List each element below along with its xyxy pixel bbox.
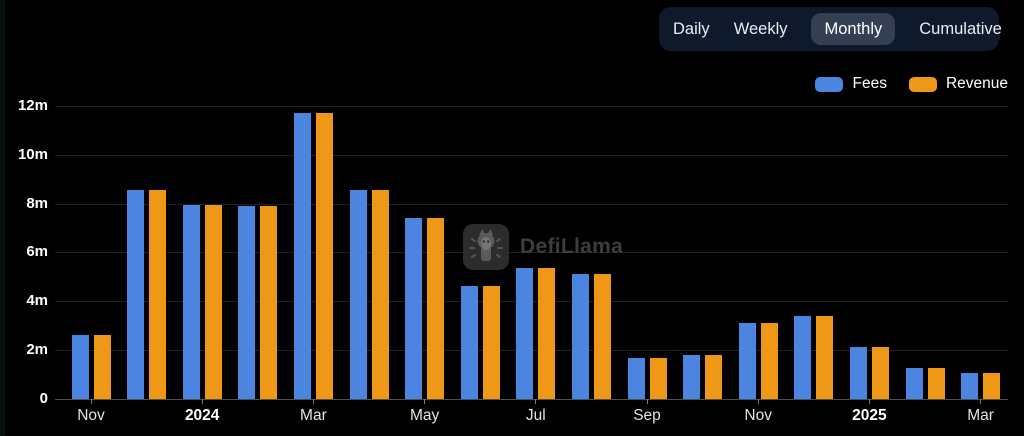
bar-revenue-mar-2024[interactable] bbox=[315, 113, 333, 399]
x-tick-mar bbox=[312, 399, 314, 404]
tab-monthly[interactable]: Monthly bbox=[811, 12, 896, 46]
revenue-color-swatch bbox=[908, 76, 937, 92]
bar-revenue-nov-2024[interactable] bbox=[760, 322, 778, 399]
x-axis-label-sep: Sep bbox=[633, 407, 661, 424]
x-axis-label-mar: Mar bbox=[967, 407, 994, 424]
bar-revenue-apr-2024[interactable] bbox=[371, 190, 389, 399]
bar-fees-oct-2024[interactable] bbox=[683, 354, 701, 399]
bar-fees-apr-2024[interactable] bbox=[349, 190, 367, 399]
legend-label-fees: Fees bbox=[852, 75, 887, 92]
x-axis-label-jul: Jul bbox=[525, 407, 546, 424]
y-axis-label-12m: 12m bbox=[17, 97, 48, 114]
gridline-6m bbox=[55, 252, 1008, 254]
bar-fees-dec-2024[interactable] bbox=[794, 315, 812, 399]
bar-revenue-feb-2025[interactable] bbox=[927, 368, 945, 399]
bar-fees-nov-2023[interactable] bbox=[71, 335, 89, 399]
bar-revenue-nov-2023[interactable] bbox=[93, 335, 111, 399]
left-edge-strip bbox=[0, 0, 5, 436]
x-axis-label-mar: Mar bbox=[300, 407, 327, 424]
x-axis-label-may: May bbox=[409, 407, 440, 424]
bar-fees-jan-2024[interactable] bbox=[182, 204, 200, 399]
legend-item-fees[interactable]: Fees bbox=[815, 75, 887, 93]
x-tick-2024 bbox=[201, 399, 203, 404]
x-tick-2025 bbox=[868, 399, 870, 404]
legend-label-revenue: Revenue bbox=[945, 75, 1008, 92]
interval-tabbar: Daily Weekly Monthly Cumulative bbox=[659, 7, 1002, 51]
legend-item-revenue[interactable]: Revenue bbox=[908, 75, 1008, 93]
x-axis-label-2025: 2025 bbox=[852, 407, 887, 424]
gridline-8m bbox=[55, 203, 1008, 205]
y-axis-label-6m: 6m bbox=[26, 243, 48, 261]
bar-fees-jan-2025[interactable] bbox=[849, 347, 867, 399]
y-axis-label-0: 0 bbox=[39, 389, 48, 407]
bar-fees-mar-2025[interactable] bbox=[961, 372, 979, 399]
bar-fees-mar-2024[interactable] bbox=[293, 113, 311, 399]
gridline-12m bbox=[55, 106, 1008, 107]
bar-revenue-jan-2025[interactable] bbox=[871, 347, 889, 399]
bar-fees-sep-2024[interactable] bbox=[627, 358, 645, 399]
x-tick-jul bbox=[535, 399, 537, 404]
bar-fees-feb-2024[interactable] bbox=[238, 205, 256, 399]
bar-fees-feb-2025[interactable] bbox=[905, 368, 923, 399]
bar-fees-nov-2024[interactable] bbox=[738, 322, 756, 399]
bar-revenue-mar-2025[interactable] bbox=[983, 372, 1001, 399]
bar-fees-jul-2024[interactable] bbox=[516, 268, 534, 399]
x-tick-sep bbox=[646, 399, 648, 404]
fees-color-swatch bbox=[815, 76, 844, 92]
y-axis-label-10m: 10m bbox=[17, 145, 48, 163]
bar-fees-aug-2024[interactable] bbox=[571, 274, 589, 399]
bar-revenue-aug-2024[interactable] bbox=[593, 274, 611, 399]
chart-legend: Fees Revenue bbox=[815, 75, 1008, 93]
gridline-10m bbox=[55, 154, 1008, 156]
bar-revenue-may-2024[interactable] bbox=[427, 218, 445, 399]
bar-revenue-feb-2024[interactable] bbox=[260, 205, 278, 399]
bar-revenue-oct-2024[interactable] bbox=[705, 354, 723, 399]
tab-daily[interactable]: Daily bbox=[673, 19, 710, 38]
x-axis-label-2024: 2024 bbox=[184, 407, 220, 424]
y-axis-label-4m: 4m bbox=[26, 292, 48, 309]
bar-revenue-jun-2024[interactable] bbox=[482, 286, 500, 399]
x-tick-nov bbox=[757, 399, 759, 404]
y-axis-label-8m: 8m bbox=[26, 194, 48, 212]
bar-revenue-jul-2024[interactable] bbox=[538, 268, 556, 399]
x-tick-may bbox=[424, 399, 426, 404]
tab-cumulative[interactable]: Cumulative bbox=[919, 19, 1002, 38]
bar-revenue-dec-2024[interactable] bbox=[816, 315, 834, 399]
bar-fees-may-2024[interactable] bbox=[405, 218, 423, 399]
x-axis-label-nov: Nov bbox=[77, 407, 105, 424]
x-tick-nov bbox=[90, 399, 92, 404]
y-axis-label-2m: 2m bbox=[26, 340, 48, 358]
x-axis-line bbox=[55, 398, 1008, 400]
bar-fees-dec-2023[interactable] bbox=[127, 190, 145, 399]
bar-fees-jun-2024[interactable] bbox=[460, 286, 478, 399]
x-tick-mar bbox=[980, 399, 982, 404]
bar-revenue-sep-2024[interactable] bbox=[649, 358, 667, 399]
bar-revenue-dec-2023[interactable] bbox=[149, 190, 167, 399]
bar-revenue-jan-2024[interactable] bbox=[204, 204, 222, 399]
tab-weekly[interactable]: Weekly bbox=[733, 19, 788, 38]
x-axis-label-nov: Nov bbox=[744, 407, 772, 424]
